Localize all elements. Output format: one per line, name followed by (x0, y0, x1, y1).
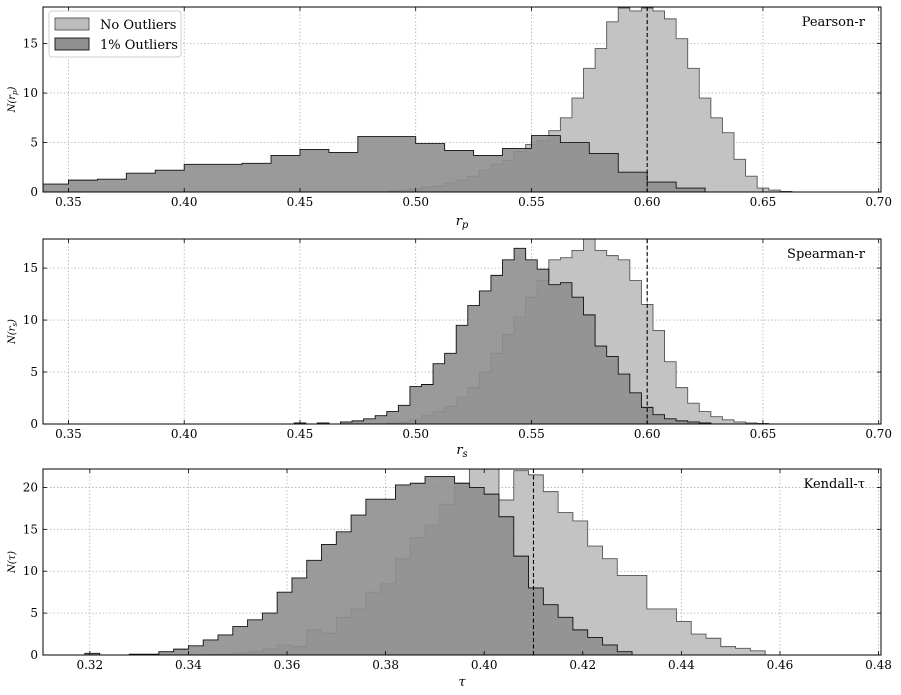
x-tick-label: 0.45 (287, 427, 314, 441)
y-axis-label: N(rs) (7, 319, 19, 345)
y-tick-label: 0 (30, 417, 38, 431)
x-tick-label: 0.60 (634, 195, 661, 209)
x-tick-label: 0.38 (372, 658, 399, 672)
axes-frame (42, 468, 882, 656)
x-tick-label: 0.40 (171, 427, 198, 441)
x-axis-label: rp (456, 214, 469, 231)
x-tick-label: 0.65 (750, 427, 777, 441)
y-tick-label: 15 (23, 37, 38, 51)
x-tick-label: 0.40 (171, 195, 198, 209)
y-tick-label: 0 (30, 185, 38, 199)
x-tick-label: 0.36 (274, 658, 301, 672)
x-tick-label: 0.45 (287, 195, 314, 209)
x-tick-label: 0.70 (865, 195, 892, 209)
x-tick-label: 0.70 (865, 427, 892, 441)
x-axis-label: τ (458, 675, 466, 690)
x-tick-label: 0.55 (518, 195, 545, 209)
histogram-outliers (293, 247, 712, 424)
panel-title: Spearman-r (787, 247, 866, 262)
y-axis-label: N(rp) (7, 86, 19, 113)
histograms (43, 7, 793, 192)
histogram-outliers (43, 135, 735, 192)
x-tick-label: 0.48 (865, 658, 892, 672)
legend-swatch (54, 37, 90, 51)
y-axis-label: N(τ) (7, 551, 18, 574)
y-tick-label: 10 (23, 564, 38, 578)
panel-1: 0.35 0.40 0.45 0.50 0.55 0.60 0.65 0.70 0 5 10 15 rs… (7, 238, 892, 460)
y-tick-label: 10 (23, 86, 38, 100)
x-tick-label: 0.40 (471, 658, 498, 672)
axes-frame (42, 6, 882, 193)
legend-label: No Outliers (100, 18, 176, 33)
axes-frame (42, 238, 882, 425)
legend-swatch (54, 17, 90, 31)
histogram-outliers (84, 476, 633, 655)
x-axis-label: rs (456, 443, 467, 460)
x-tick-label: 0.50 (402, 195, 429, 209)
x-tick-label: 0.65 (750, 195, 777, 209)
y-tick-label: 0 (30, 648, 38, 662)
y-tick-label: 15 (23, 261, 38, 275)
legend-label: 1% Outliers (100, 38, 178, 53)
panel-2: 0.32 0.34 0.36 0.38 0.40 0.42 0.44 0.46 0.48 0 5 10… (7, 468, 892, 690)
y-tick-label: 5 (30, 365, 38, 379)
x-tick-label: 0.50 (402, 427, 429, 441)
panel-0: 0.35 0.40 0.45 0.50 0.55 0.60 0.65 0.70 0 5 10 15 rp… (7, 6, 892, 231)
panel-title: Kendall-τ (804, 477, 865, 492)
x-tick-label: 0.35 (55, 195, 82, 209)
x-tick-label: 0.34 (175, 658, 202, 672)
x-tick-label: 0.35 (55, 427, 82, 441)
y-tick-label: 5 (30, 606, 38, 620)
x-tick-label: 0.55 (518, 427, 545, 441)
x-tick-label: 0.46 (767, 658, 794, 672)
x-tick-label: 0.60 (634, 427, 661, 441)
y-tick-label: 20 (23, 480, 38, 494)
y-tick-label: 5 (30, 136, 38, 150)
legend: No Outliers 1% Outliers (48, 10, 182, 58)
histograms (84, 469, 766, 655)
y-tick-label: 15 (23, 522, 38, 536)
panel-title: Pearson-r (802, 15, 866, 30)
histograms (293, 239, 792, 424)
x-tick-label: 0.32 (76, 658, 103, 672)
x-tick-label: 0.44 (668, 658, 695, 672)
x-tick-label: 0.42 (569, 658, 596, 672)
y-tick-label: 10 (23, 313, 38, 327)
